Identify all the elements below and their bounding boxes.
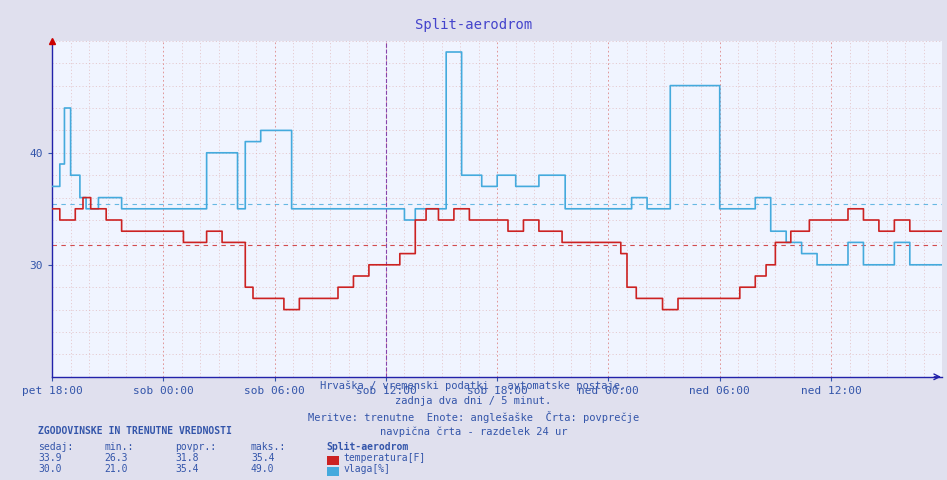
Text: 35.4: 35.4 [175,464,199,474]
Text: povpr.:: povpr.: [175,442,216,452]
Text: 26.3: 26.3 [104,453,128,463]
Text: 30.0: 30.0 [38,464,62,474]
Text: Meritve: trenutne  Enote: anglešaške  Črta: povprečje: Meritve: trenutne Enote: anglešaške Črta… [308,411,639,423]
Text: maks.:: maks.: [251,442,286,452]
Text: 21.0: 21.0 [104,464,128,474]
Text: 33.9: 33.9 [38,453,62,463]
Text: Split-aerodrom: Split-aerodrom [327,442,409,452]
Text: ZGODOVINSKE IN TRENUTNE VREDNOSTI: ZGODOVINSKE IN TRENUTNE VREDNOSTI [38,426,232,436]
Text: Split-aerodrom: Split-aerodrom [415,18,532,32]
Text: Hrvaška / vremenski podatki - avtomatske postaje.: Hrvaška / vremenski podatki - avtomatske… [320,380,627,391]
Text: 35.4: 35.4 [251,453,275,463]
Text: vlaga[%]: vlaga[%] [344,464,391,474]
Text: zadnja dva dni / 5 minut.: zadnja dva dni / 5 minut. [396,396,551,406]
Text: temperatura[F]: temperatura[F] [344,453,426,463]
Text: 31.8: 31.8 [175,453,199,463]
Text: navpična črta - razdelek 24 ur: navpična črta - razdelek 24 ur [380,426,567,437]
Text: sedaj:: sedaj: [38,442,73,452]
Text: min.:: min.: [104,442,134,452]
Text: 49.0: 49.0 [251,464,275,474]
